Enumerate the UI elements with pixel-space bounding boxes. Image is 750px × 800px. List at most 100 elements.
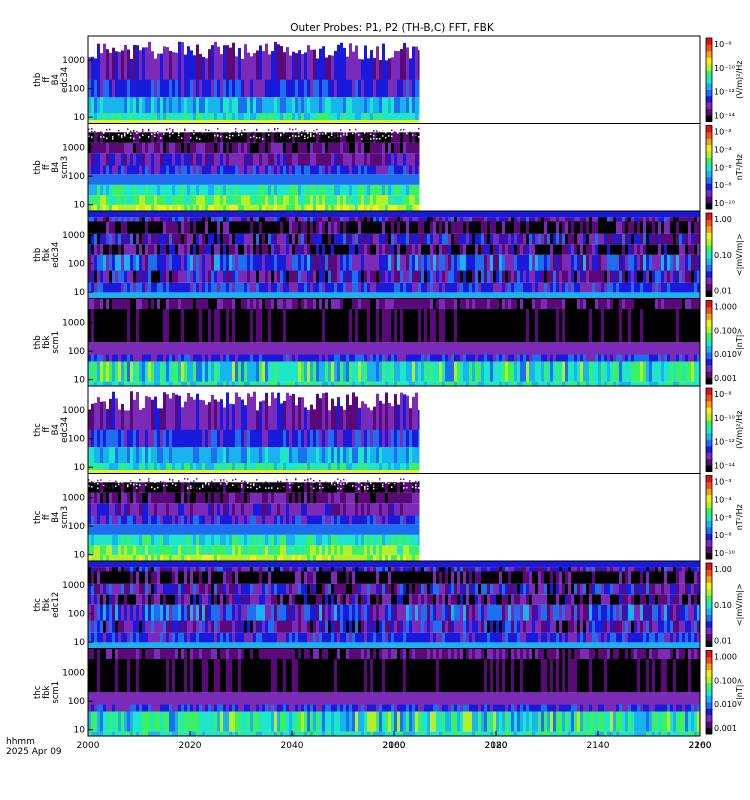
- heatmap-cell: [598, 381, 601, 386]
- heatmap-cell: [136, 211, 139, 218]
- heatmap-cell: [157, 292, 160, 299]
- heatmap-cell: [298, 184, 301, 196]
- heatmap-cell: [214, 298, 217, 309]
- heatmap-cell: [190, 270, 193, 283]
- heatmap-cell: [94, 342, 97, 355]
- heatmap-cell: [169, 381, 172, 386]
- heatmap-cell: [385, 354, 388, 362]
- heatmap-cell: [325, 74, 328, 98]
- heatmap-cell: [262, 221, 265, 234]
- heatmap-cell: [94, 354, 97, 362]
- heatmap-cell: [526, 381, 529, 386]
- heatmap-speck: [313, 135, 315, 137]
- heatmap-cell: [508, 244, 511, 255]
- heatmap-cell: [625, 270, 628, 283]
- heatmap-cell: [400, 153, 403, 166]
- heatmap-cell: [265, 142, 268, 154]
- heatmap-speck: [364, 133, 366, 135]
- heatmap-cell: [325, 57, 328, 80]
- heatmap-cell: [109, 132, 112, 143]
- heatmap-cell: [88, 410, 91, 430]
- heatmap-cell: [589, 298, 592, 309]
- heatmap-cell: [199, 309, 202, 343]
- heatmap-cell: [214, 381, 217, 386]
- heatmap-cell: [511, 381, 514, 386]
- heatmap-cell: [256, 270, 259, 283]
- heatmap-cell: [298, 165, 301, 175]
- heatmap-cell: [157, 132, 160, 143]
- heatmap-cell: [397, 217, 400, 222]
- heatmap-cell: [433, 298, 436, 309]
- heatmap-cell: [328, 282, 331, 293]
- heatmap-cell: [451, 233, 454, 245]
- heatmap-cell: [406, 142, 409, 154]
- heatmap-cell: [88, 282, 91, 293]
- heatmap-cell: [196, 66, 199, 98]
- heatmap-cell: [616, 233, 619, 245]
- heatmap-cell: [298, 132, 301, 143]
- heatmap-speck: [358, 128, 360, 130]
- heatmap-cell: [388, 217, 391, 222]
- heatmap-cell: [181, 153, 184, 166]
- heatmap-cell: [121, 361, 124, 382]
- heatmap-cell: [319, 142, 322, 154]
- heatmap-cell: [157, 254, 160, 271]
- heatmap-cell: [292, 354, 295, 362]
- heatmap-cell: [298, 195, 301, 205]
- heatmap-cell: [133, 63, 136, 98]
- heatmap-cell: [289, 195, 292, 205]
- heatmap-cell: [505, 270, 508, 283]
- heatmap-cell: [169, 211, 172, 218]
- heatmap-cell: [304, 270, 307, 283]
- heatmap-cell: [493, 282, 496, 293]
- heatmap-cell: [106, 270, 109, 283]
- heatmap-cell: [103, 153, 106, 166]
- heatmap-cell: [373, 361, 376, 382]
- heatmap-cell: [277, 217, 280, 222]
- heatmap-cell: [91, 309, 94, 343]
- heatmap-cell: [529, 354, 532, 362]
- heatmap-cell: [316, 217, 319, 222]
- heatmap-cell: [607, 282, 610, 293]
- heatmap-cell: [550, 217, 553, 222]
- heatmap-cell: [649, 217, 652, 222]
- heatmap-cell: [340, 142, 343, 154]
- heatmap-cell: [610, 292, 613, 299]
- heatmap-cell: [415, 46, 418, 80]
- heatmap-cell: [439, 361, 442, 382]
- heatmap-cell: [439, 381, 442, 386]
- heatmap-cell: [151, 217, 154, 222]
- heatmap-cell: [667, 217, 670, 222]
- heatmap-cell: [664, 254, 667, 271]
- heatmap-cell: [259, 292, 262, 299]
- heatmap-cell: [223, 282, 226, 293]
- heatmap-cell: [268, 132, 271, 143]
- heatmap-cell: [130, 113, 133, 120]
- heatmap-cell: [331, 298, 334, 309]
- heatmap-cell: [361, 244, 364, 255]
- heatmap-cell: [358, 184, 361, 196]
- heatmap-cell: [691, 270, 694, 283]
- heatmap-cell: [250, 292, 253, 299]
- heatmap-cell: [100, 204, 103, 211]
- heatmap-cell: [262, 233, 265, 245]
- heatmap-cell: [358, 381, 361, 386]
- heatmap-speck: [235, 135, 237, 137]
- heatmap-cell: [340, 309, 343, 343]
- heatmap-cell: [154, 120, 157, 124]
- heatmap-cell: [364, 97, 367, 114]
- heatmap-cell: [250, 120, 253, 124]
- heatmap-cell: [196, 298, 199, 309]
- heatmap-cell: [304, 233, 307, 245]
- heatmap-cell: [280, 282, 283, 293]
- heatmap-cell: [400, 211, 403, 218]
- heatmap-cell: [520, 342, 523, 355]
- heatmap-cell: [229, 211, 232, 218]
- heatmap-speck: [280, 133, 282, 136]
- heatmap-cell: [208, 217, 211, 222]
- heatmap-cell: [304, 184, 307, 196]
- heatmap-cell: [235, 97, 238, 114]
- heatmap-cell: [262, 270, 265, 283]
- heatmap-cell: [340, 211, 343, 218]
- heatmap-cell: [400, 254, 403, 271]
